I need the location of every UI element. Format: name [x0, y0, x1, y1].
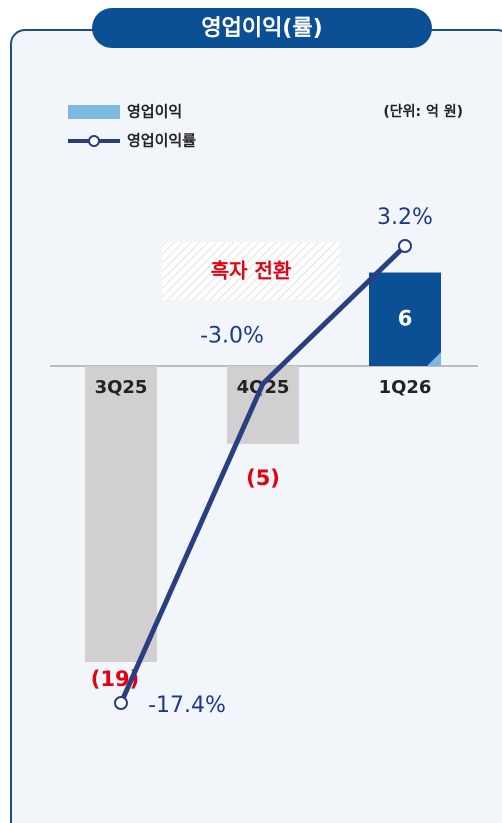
x-tick-label: 1Q26 [379, 377, 432, 398]
annotation: 흑자 전환 [211, 259, 292, 283]
title-pill [92, 8, 432, 48]
x-tick-label: 3Q25 [95, 377, 148, 398]
bar [85, 366, 157, 662]
legend-label: 영업이익률 [127, 132, 196, 150]
bar [227, 366, 299, 444]
bar-value-label: (5) [246, 466, 280, 490]
legend-label: 영업이익 [127, 103, 182, 121]
bar [369, 272, 441, 366]
legend-swatch [68, 105, 120, 119]
line-marker [398, 239, 412, 253]
line [118, 244, 407, 705]
unit-label: (단위: 억 원) [383, 103, 463, 120]
annotation-box [162, 242, 340, 300]
line-marker [114, 696, 128, 710]
bar-value-label: 6 [398, 306, 413, 330]
legend-marker [88, 135, 100, 147]
chart-title: 영업이익(률) [201, 16, 322, 41]
line-value-label: -17.4% [148, 693, 226, 718]
bar-corner [427, 352, 441, 366]
line-value-label: 3.2% [377, 205, 433, 230]
line-value-label: -3.0% [200, 324, 264, 349]
